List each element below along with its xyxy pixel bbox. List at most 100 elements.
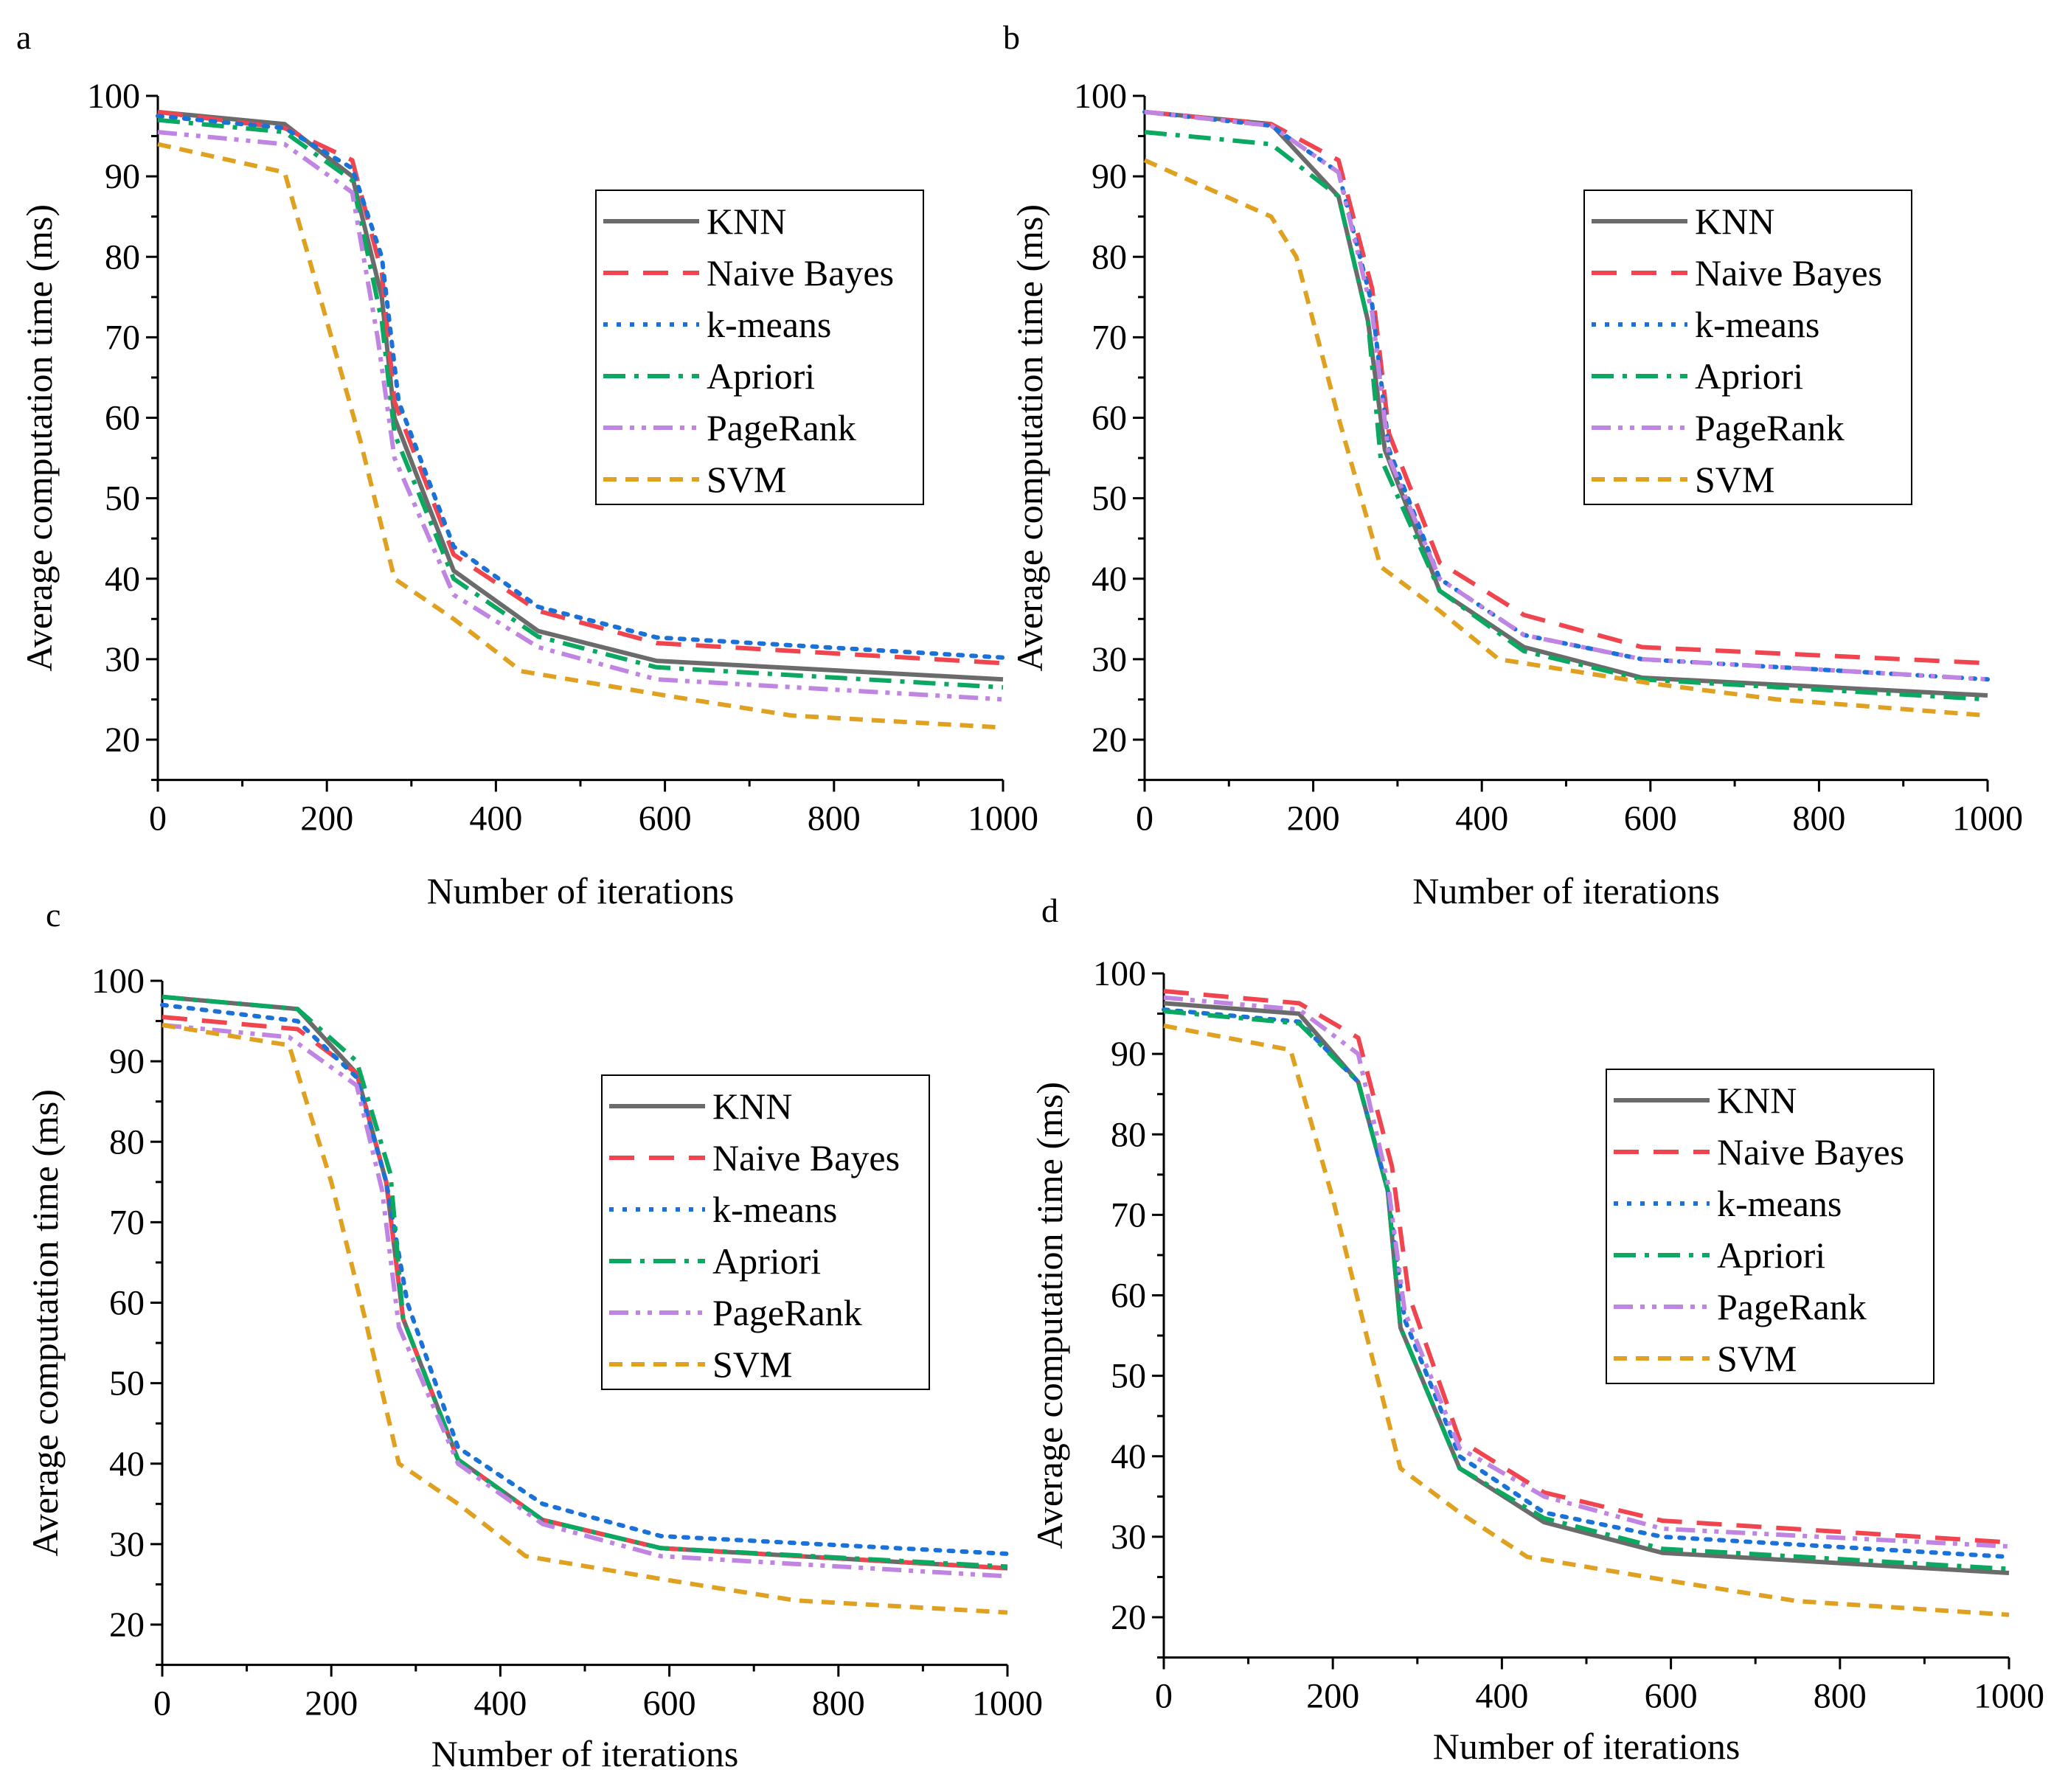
y-tick-label: 20 xyxy=(1111,1598,1146,1637)
series-line-k-means xyxy=(160,1002,1010,1556)
legend-label: PageRank xyxy=(1695,407,1845,448)
y-tick-label: 30 xyxy=(1092,640,1127,679)
series-line-pagerank xyxy=(1163,995,2010,1549)
x-tick-label: 0 xyxy=(1155,1677,1173,1716)
y-tick-label: 70 xyxy=(1111,1195,1146,1234)
y-axis-title: Average computation time (ms) xyxy=(24,1089,66,1557)
y-tick-label: 50 xyxy=(1111,1357,1146,1396)
x-tick-label: 200 xyxy=(1306,1677,1359,1716)
y-axis-title: Average computation time (ms) xyxy=(18,204,60,672)
y-tick-label: 90 xyxy=(109,1042,145,1081)
series-line-k-means xyxy=(1162,1007,2011,1560)
legend-box xyxy=(1606,1069,1935,1384)
y-tick-label: 70 xyxy=(1092,318,1127,357)
y-tick-label: 70 xyxy=(105,318,140,357)
y-axis-title: Average computation time (ms) xyxy=(1029,1082,1070,1549)
x-tick-label: 200 xyxy=(305,1684,358,1723)
x-tick-label: 200 xyxy=(1287,799,1340,838)
y-tick-label: 50 xyxy=(105,479,140,518)
y-tick-label: 30 xyxy=(105,640,140,679)
series-line-pagerank xyxy=(157,130,1004,702)
x-axis-title: Number of iterations xyxy=(431,1733,739,1774)
x-tick-label: 1000 xyxy=(972,1684,1043,1723)
x-tick-label: 1000 xyxy=(1952,799,2023,838)
series-line-apriori xyxy=(162,994,1008,1569)
legend: KNN Naive Bayes k-means Apriori PageRank SVM xyxy=(1606,1069,1935,1384)
y-tick-label: 60 xyxy=(109,1284,145,1323)
legend-label: PageRank xyxy=(712,1292,862,1333)
panel-label: c xyxy=(46,896,60,934)
legend-label: KNN xyxy=(1717,1080,1797,1121)
series-line-apriori xyxy=(1163,1009,2010,1572)
y-tick-label: 60 xyxy=(1092,399,1127,438)
legend: KNN Naive Bayes k-means Apriori PageRank SVM xyxy=(1583,190,1912,505)
legend-label: Apriori xyxy=(1717,1234,1825,1276)
y-tick-label: 40 xyxy=(105,560,140,599)
legend-label: SVM xyxy=(1717,1338,1797,1379)
legend-label: KNN xyxy=(1695,201,1774,242)
y-tick-label: 30 xyxy=(109,1525,145,1564)
x-tick-label: 800 xyxy=(1792,799,1845,838)
y-tick-label: 60 xyxy=(1111,1277,1146,1316)
y-tick-label: 100 xyxy=(87,77,140,116)
series-line-knn xyxy=(1163,1001,2010,1575)
series-line-svm xyxy=(157,142,1004,730)
x-tick-label: 0 xyxy=(1136,799,1153,838)
y-tick-label: 80 xyxy=(105,237,140,277)
y-tick-label: 80 xyxy=(109,1122,145,1161)
legend-box xyxy=(601,1074,930,1390)
y-tick-label: 60 xyxy=(105,399,140,438)
y-tick-label: 90 xyxy=(105,157,140,196)
x-tick-label: 1000 xyxy=(1974,1677,2044,1716)
legend-label: PageRank xyxy=(1717,1286,1867,1327)
legend-label: KNN xyxy=(707,201,786,242)
x-tick-label: 600 xyxy=(639,799,692,838)
series-line-apriori xyxy=(157,117,1004,690)
y-axis-title: Average computation time (ms) xyxy=(1009,204,1050,672)
series-line-svm xyxy=(162,1023,1008,1615)
legend-label: k-means xyxy=(707,304,831,345)
y-tick-label: 50 xyxy=(1092,479,1127,518)
x-tick-label: 400 xyxy=(473,1684,527,1723)
x-tick-label: 400 xyxy=(469,799,522,838)
legend-label: Apriori xyxy=(712,1240,821,1282)
series-line-svm xyxy=(1143,158,1988,718)
x-tick-label: 600 xyxy=(643,1684,696,1723)
x-tick-label: 600 xyxy=(1624,799,1677,838)
legend-label: k-means xyxy=(1695,304,1819,345)
legend-label: SVM xyxy=(1695,459,1774,500)
legend-label: Naive Bayes xyxy=(712,1137,900,1178)
x-tick-label: 600 xyxy=(1645,1677,1698,1716)
x-axis-title: Number of iterations xyxy=(1412,870,1720,911)
y-tick-label: 30 xyxy=(1111,1518,1146,1557)
series-line-knn xyxy=(1144,109,1988,698)
y-tick-label: 100 xyxy=(91,962,145,1001)
x-axis-title: Number of iterations xyxy=(1433,1726,1741,1767)
y-tick-label: 20 xyxy=(1092,720,1127,760)
x-axis-title: Number of iterations xyxy=(427,870,735,911)
y-tick-label: 40 xyxy=(109,1445,145,1484)
panel-label: d xyxy=(1041,892,1058,929)
series-line-pagerank xyxy=(1144,109,1988,682)
y-tick-label: 20 xyxy=(109,1605,145,1645)
series-line-svm xyxy=(1163,1023,2010,1617)
legend-label: Apriori xyxy=(1695,355,1803,397)
legend-label: PageRank xyxy=(707,407,856,448)
y-tick-label: 20 xyxy=(105,720,140,760)
y-tick-label: 90 xyxy=(1111,1035,1146,1074)
x-tick-label: 400 xyxy=(1475,1677,1528,1716)
legend-label: Naive Bayes xyxy=(1717,1131,1904,1173)
legend-label: Naive Bayes xyxy=(1695,252,1882,294)
series-line-naive-bayes xyxy=(1144,109,1988,666)
x-tick-label: 1000 xyxy=(968,799,1038,838)
x-tick-label: 400 xyxy=(1455,799,1508,838)
x-tick-label: 200 xyxy=(300,799,353,838)
y-tick-label: 40 xyxy=(1092,560,1127,599)
legend-label: KNN xyxy=(712,1086,792,1127)
series-line-apriori xyxy=(1144,130,1988,702)
y-tick-label: 80 xyxy=(1111,1115,1146,1154)
